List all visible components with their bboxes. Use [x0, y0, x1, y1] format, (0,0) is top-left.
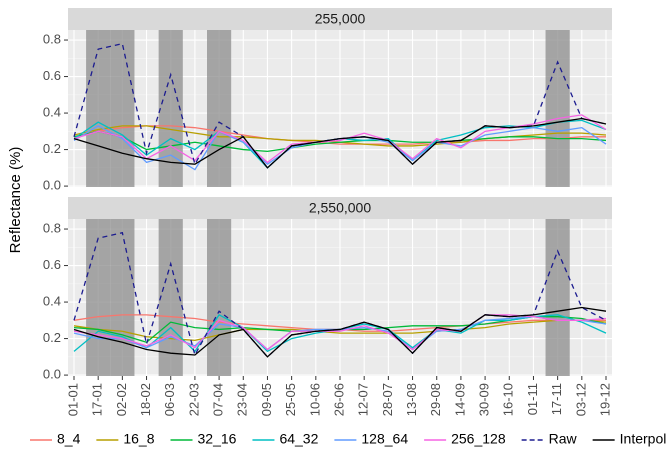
legend-label: 64_32 — [279, 431, 318, 447]
facet-strip — [68, 8, 612, 30]
y-tick-label: 0.4 — [43, 294, 61, 309]
series-line — [73, 130, 607, 153]
shaded-band — [110, 219, 135, 376]
shaded-band — [158, 219, 183, 376]
shaded-band — [86, 30, 111, 187]
x-tick-label: 25-05 — [283, 383, 298, 416]
legend-label: Raw — [549, 431, 578, 447]
shaded-band — [207, 219, 232, 376]
y-tick-label: 0.2 — [43, 330, 61, 345]
legend-label: 256_128 — [451, 431, 506, 447]
series-line — [73, 117, 607, 169]
x-tick-label: 10-06 — [307, 383, 322, 416]
x-tick-label: 19-12 — [597, 383, 612, 416]
x-tick-label: 09-05 — [259, 383, 274, 416]
facet-strip — [68, 197, 612, 219]
y-tick-label: 0.8 — [43, 31, 61, 46]
legend-label: Interpolated — [620, 431, 666, 447]
y-tick-label: 0.0 — [43, 367, 61, 382]
legend-label: 16_8 — [123, 431, 154, 447]
x-tick-label: 12-07 — [356, 383, 371, 416]
shaded-band — [110, 30, 135, 187]
facet-title: 255,000 — [315, 11, 366, 27]
legend-label: 8_4 — [57, 431, 81, 447]
series-line — [73, 231, 607, 358]
x-tick-label: 30-09 — [477, 383, 492, 416]
y-tick-label: 0.6 — [43, 257, 61, 272]
y-tick-label: 0.4 — [43, 105, 61, 120]
facet-title: 2,550,000 — [309, 200, 371, 216]
x-tick-label: 01-11 — [525, 383, 540, 415]
x-tick-label: 01-01 — [65, 383, 80, 416]
series-line — [73, 125, 606, 145]
shaded-band — [207, 30, 232, 187]
x-tick-label: 26-06 — [331, 383, 346, 416]
x-tick-label: 18-02 — [138, 383, 153, 416]
x-tick-label: 02-02 — [114, 383, 129, 416]
legend-label: 32_16 — [198, 431, 237, 447]
y-tick-label: 0.2 — [43, 141, 61, 156]
x-tick-label: 03-12 — [573, 383, 588, 416]
y-tick-label: 0.6 — [43, 68, 61, 83]
series-line — [73, 42, 607, 169]
x-tick-label: 17-11 — [549, 383, 564, 415]
x-tick-label: 13-08 — [404, 383, 419, 416]
x-tick-label: 07-04 — [211, 383, 226, 416]
y-tick-label: 0.0 — [43, 178, 61, 193]
x-tick-label: 17-01 — [90, 383, 105, 416]
legend-label: 128_64 — [361, 431, 408, 447]
y-axis-label: Reflectance (%) — [7, 147, 24, 254]
x-tick-label: 29-08 — [428, 383, 443, 416]
x-tick-label: 06-03 — [162, 383, 177, 416]
y-tick-label: 0.8 — [43, 220, 61, 235]
shaded-band — [545, 219, 570, 376]
shaded-band — [86, 219, 111, 376]
x-tick-label: 14-09 — [452, 383, 467, 416]
x-tick-label: 22-03 — [186, 383, 201, 416]
shaded-band — [545, 30, 570, 187]
x-tick-label: 16-10 — [501, 383, 516, 416]
x-tick-label: 23-04 — [235, 383, 250, 416]
x-tick-label: 28-07 — [380, 383, 395, 416]
series-line — [73, 306, 607, 358]
